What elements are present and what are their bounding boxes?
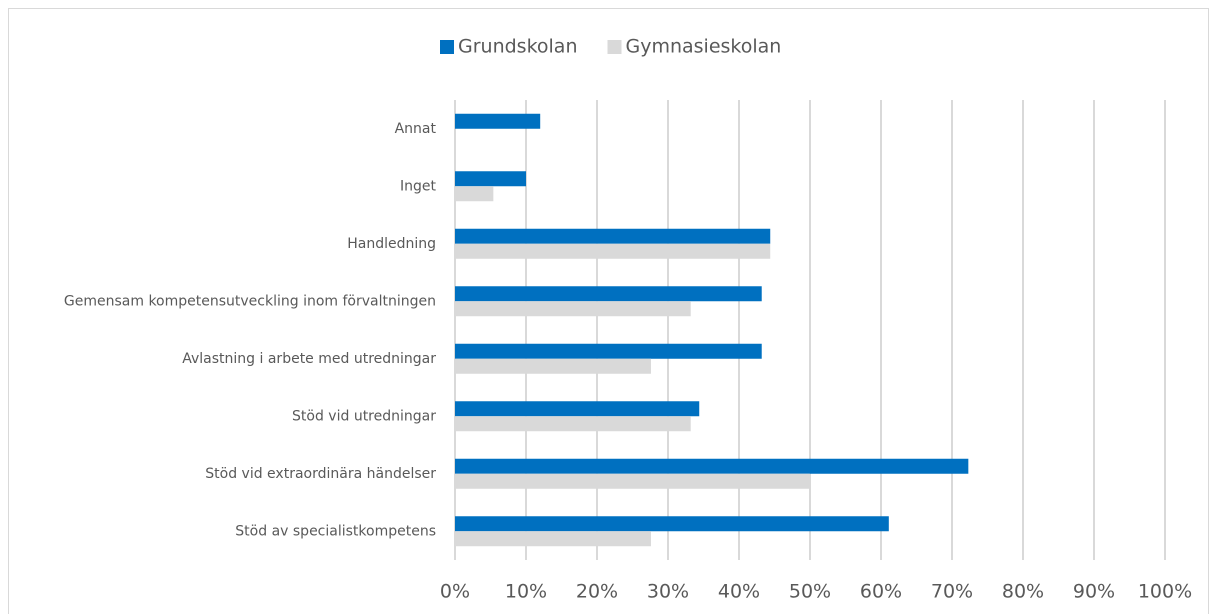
bar bbox=[455, 286, 762, 302]
x-tick-label: 90% bbox=[1073, 581, 1115, 603]
bar bbox=[455, 171, 526, 187]
bar bbox=[455, 358, 651, 374]
y-tick-label: Stöd vid utredningar bbox=[292, 408, 436, 424]
bar bbox=[455, 531, 651, 547]
bar bbox=[455, 458, 969, 474]
legend-swatch bbox=[607, 40, 622, 54]
x-tick-label: 0% bbox=[440, 581, 470, 603]
x-tick-label: 70% bbox=[931, 581, 973, 603]
x-tick-label: 20% bbox=[576, 581, 618, 603]
x-tick-label: 100% bbox=[1138, 581, 1192, 603]
legend-swatch bbox=[440, 40, 454, 54]
bar bbox=[455, 228, 771, 244]
y-tick-label: Gemensam kompetensutveckling inom förval… bbox=[64, 293, 436, 309]
chart-frame bbox=[8, 8, 1209, 614]
bar bbox=[455, 186, 494, 202]
bar bbox=[455, 516, 889, 532]
x-tick-label: 80% bbox=[1002, 581, 1044, 603]
y-tick-label: Handledning bbox=[347, 236, 436, 252]
x-tick-label: 10% bbox=[505, 581, 547, 603]
bar bbox=[455, 473, 810, 489]
bar bbox=[455, 301, 691, 317]
bar bbox=[455, 113, 541, 129]
y-tick-label: Annat bbox=[395, 121, 437, 137]
y-tick-label: Stöd vid extraordinära händelser bbox=[205, 466, 436, 482]
bar bbox=[455, 343, 762, 359]
x-tick-label: 50% bbox=[789, 581, 831, 603]
y-tick-label: Inget bbox=[400, 178, 437, 194]
bar bbox=[455, 416, 691, 432]
x-tick-label: 30% bbox=[647, 581, 689, 603]
x-tick-label: 40% bbox=[718, 581, 760, 603]
bar bbox=[455, 401, 700, 417]
legend-label: Grundskolan bbox=[458, 36, 578, 58]
legend-label: Gymnasieskolan bbox=[626, 36, 782, 58]
x-tick-label: 60% bbox=[860, 581, 902, 603]
y-tick-label: Avlastning i arbete med utredningar bbox=[182, 351, 436, 367]
bar bbox=[455, 243, 771, 259]
y-tick-label: Stöd av specialistkompetens bbox=[235, 523, 436, 539]
